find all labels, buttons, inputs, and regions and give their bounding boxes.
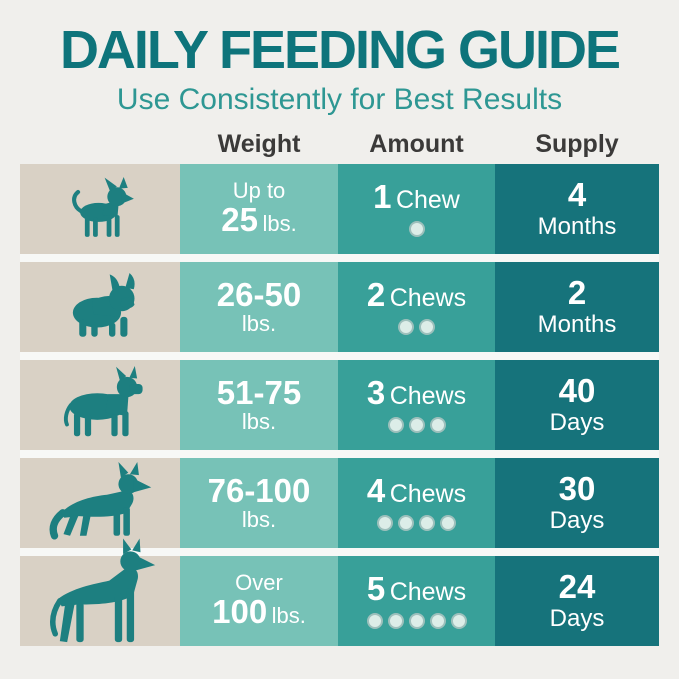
chew-dot-icon bbox=[429, 416, 446, 433]
supply-unit: Days bbox=[549, 408, 605, 436]
table-row: Over 100 lbs. 5 Chews 24 Days bbox=[20, 538, 659, 646]
supply-cell: 30 Days bbox=[495, 458, 659, 548]
dog-cell bbox=[20, 360, 180, 450]
amount-value: 3 bbox=[366, 374, 386, 412]
chew-dot-icon bbox=[398, 514, 414, 531]
chew-dots bbox=[387, 416, 446, 434]
supply-unit: Months bbox=[537, 212, 617, 240]
chew-dots bbox=[377, 514, 456, 532]
amount-value: 1 bbox=[373, 178, 392, 216]
amount-value: 2 bbox=[366, 276, 386, 314]
column-header-amount: Amount bbox=[369, 129, 464, 158]
chew-dot-icon bbox=[377, 514, 393, 531]
great-dane-icon bbox=[49, 538, 155, 643]
weight-cell: 51-75 lbs. bbox=[180, 360, 338, 450]
supply-value: 24 bbox=[558, 568, 596, 606]
chew-dot-icon bbox=[450, 612, 467, 629]
chihuahua-icon bbox=[72, 177, 135, 237]
amount-cell: 2 Chews bbox=[338, 262, 495, 352]
weight-cell: 26-50 lbs. bbox=[180, 262, 338, 352]
weight-prefix: Up to bbox=[232, 178, 286, 204]
table-header-row: Weight Amount Supply bbox=[20, 128, 659, 160]
amount-word: Chews bbox=[389, 480, 467, 509]
supply-unit: Days bbox=[549, 506, 605, 534]
chew-dot-icon bbox=[387, 416, 404, 433]
chew-dot-icon bbox=[398, 318, 414, 335]
column-header-supply: Supply bbox=[535, 129, 619, 158]
chew-dot-icon bbox=[408, 416, 425, 433]
weight-unit: lbs. bbox=[241, 408, 277, 434]
weight-value: 100 bbox=[212, 593, 268, 631]
weight-unit: lbs. bbox=[262, 211, 297, 237]
amount-cell: 5 Chews bbox=[338, 556, 495, 646]
amount-cell: 1 Chew bbox=[338, 164, 495, 254]
row-divider bbox=[20, 254, 659, 262]
chew-dots bbox=[398, 318, 435, 336]
french-bulldog-icon bbox=[72, 273, 135, 337]
chew-dots bbox=[366, 612, 467, 630]
weight-cell: Up to 25 lbs. bbox=[180, 164, 338, 254]
supply-cell: 2 Months bbox=[495, 262, 659, 352]
supply-cell: 4 Months bbox=[495, 164, 659, 254]
weight-cell: Over 100 lbs. bbox=[180, 556, 338, 646]
dog-cell bbox=[20, 164, 180, 254]
chew-dot-icon bbox=[419, 318, 435, 335]
supply-unit: Days bbox=[549, 604, 605, 632]
boxer-icon bbox=[64, 366, 143, 437]
page-title: DAILY FEEDING GUIDE bbox=[59, 20, 621, 80]
column-header-weight: Weight bbox=[217, 129, 301, 158]
row-divider bbox=[20, 450, 659, 458]
weight-unit: lbs. bbox=[241, 310, 277, 336]
table-row: 76-100 lbs. 4 Chews 30 Days bbox=[20, 458, 659, 548]
weight-value: 26-50 bbox=[216, 276, 302, 314]
row-divider bbox=[20, 352, 659, 360]
weight-cell: 76-100 lbs. bbox=[180, 458, 338, 548]
chew-dot-icon bbox=[440, 514, 456, 531]
german-shepherd-icon bbox=[49, 462, 151, 540]
chew-dots bbox=[408, 220, 425, 238]
amount-cell: 3 Chews bbox=[338, 360, 495, 450]
amount-word: Chews bbox=[389, 578, 467, 607]
chew-dot-icon bbox=[429, 612, 446, 629]
weight-value: 25 bbox=[221, 201, 258, 239]
dog-cell bbox=[20, 538, 180, 646]
amount-value: 4 bbox=[366, 472, 386, 510]
table-body: Up to 25 lbs. 1 Chew 4 Months bbox=[20, 164, 659, 646]
amount-value: 5 bbox=[366, 570, 386, 608]
weight-value: 51-75 bbox=[216, 374, 302, 412]
supply-value: 40 bbox=[558, 372, 596, 410]
weight-prefix: Over bbox=[235, 570, 283, 596]
table-row: Up to 25 lbs. 1 Chew 4 Months bbox=[20, 164, 659, 254]
supply-cell: 24 Days bbox=[495, 556, 659, 646]
table-row: 26-50 lbs. 2 Chews 2 Months bbox=[20, 262, 659, 352]
table-row: 51-75 lbs. 3 Chews 40 Days bbox=[20, 360, 659, 450]
feeding-table: Weight Amount Supply bbox=[20, 128, 659, 646]
chew-dot-icon bbox=[387, 612, 404, 629]
chew-dot-icon bbox=[419, 514, 435, 531]
chew-dot-icon bbox=[366, 612, 383, 629]
dog-cell bbox=[20, 262, 180, 352]
row-divider bbox=[20, 548, 659, 556]
dog-cell bbox=[20, 458, 180, 548]
amount-word: Chews bbox=[389, 382, 467, 411]
amount-cell: 4 Chews bbox=[338, 458, 495, 548]
amount-word: Chews bbox=[389, 284, 467, 313]
supply-value: 30 bbox=[558, 470, 596, 508]
supply-unit: Months bbox=[537, 310, 617, 338]
weight-unit: lbs. bbox=[271, 603, 306, 629]
weight-unit: lbs. bbox=[241, 506, 277, 532]
supply-value: 2 bbox=[567, 274, 587, 312]
weight-value: 76-100 bbox=[207, 472, 311, 510]
chew-dot-icon bbox=[408, 220, 425, 237]
supply-cell: 40 Days bbox=[495, 360, 659, 450]
page-subtitle: Use Consistently for Best Results bbox=[116, 83, 563, 116]
supply-value: 4 bbox=[567, 176, 587, 214]
chew-dot-icon bbox=[408, 612, 425, 629]
amount-word: Chew bbox=[395, 186, 460, 215]
